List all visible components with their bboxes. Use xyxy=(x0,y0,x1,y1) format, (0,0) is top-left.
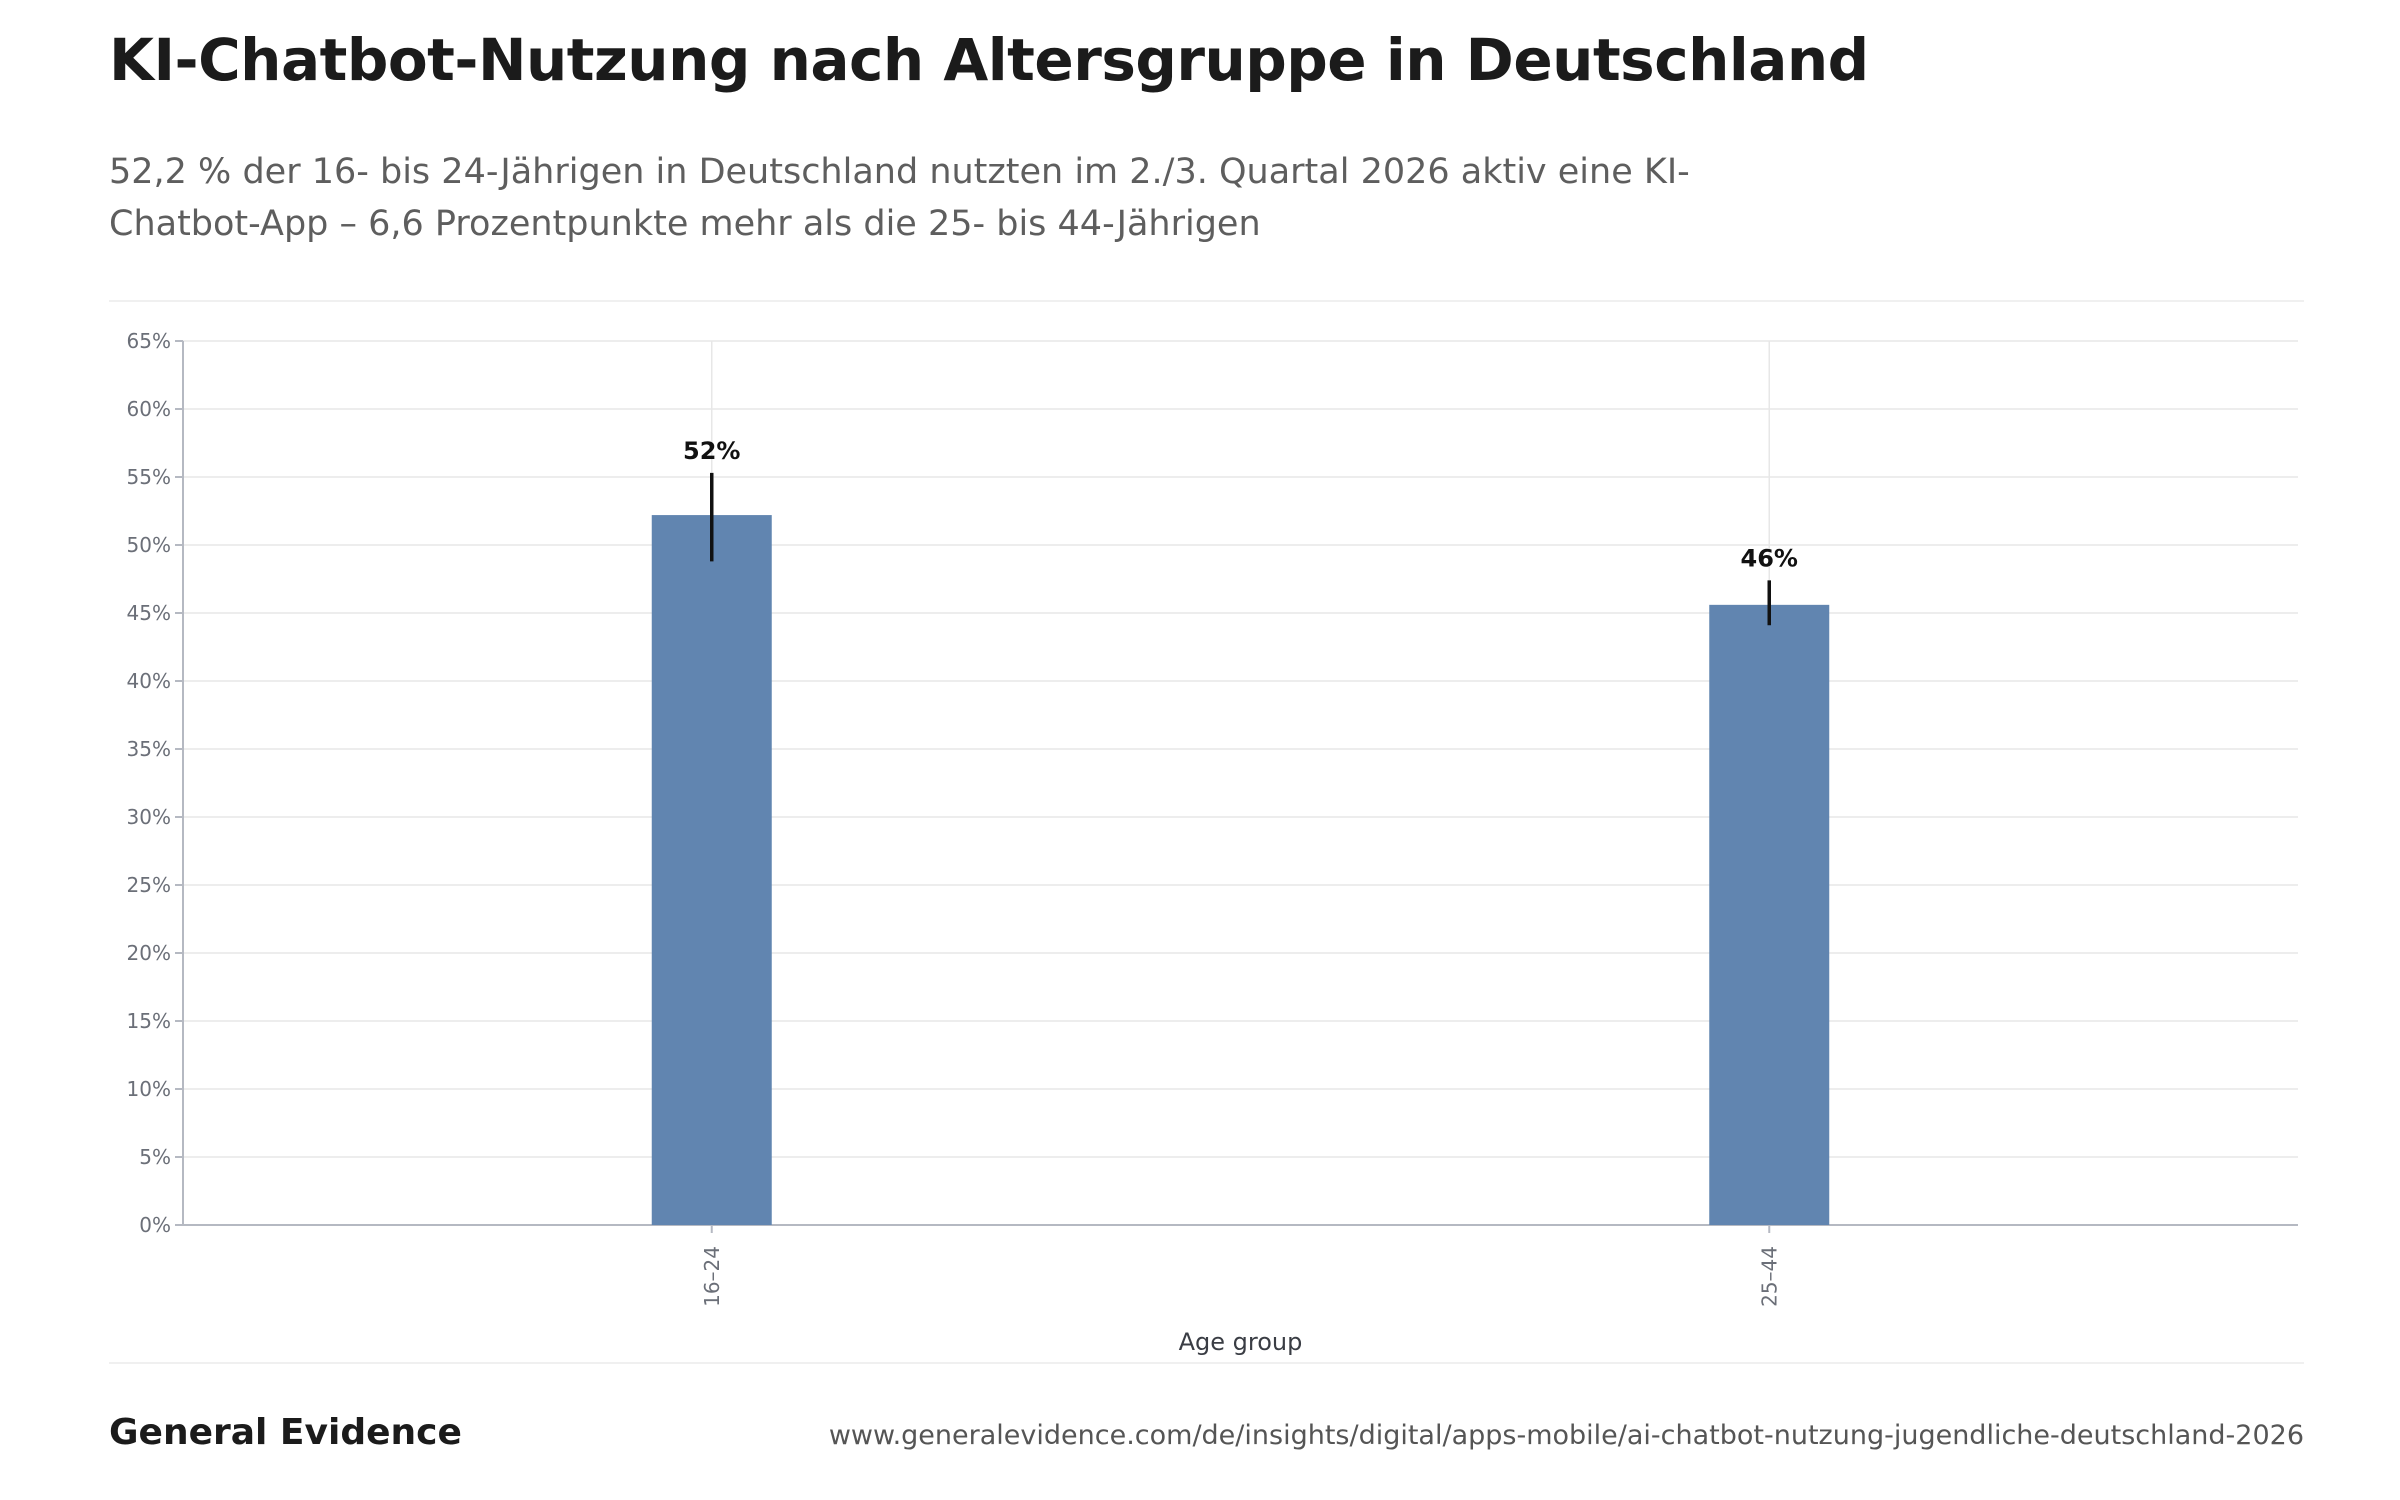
brand-name: General Evidence xyxy=(109,1412,462,1453)
y-tick-label: 35% xyxy=(127,737,171,761)
bottom-divider xyxy=(109,1362,2304,1364)
bar xyxy=(651,515,772,1225)
y-tick-label: 45% xyxy=(127,601,171,625)
data-label: 52% xyxy=(683,437,740,465)
y-tick-label: 60% xyxy=(127,397,171,421)
y-tick-label: 5% xyxy=(139,1145,171,1169)
y-tick-label: 50% xyxy=(127,533,171,557)
y-tick-label: 30% xyxy=(127,805,171,829)
chart-subtitle: 52,2 % der 16- bis 24-Jährigen in Deutsc… xyxy=(109,152,1690,244)
source-url: www.generalevidence.com/de/insights/digi… xyxy=(828,1420,2304,1451)
y-tick-label: 0% xyxy=(139,1213,171,1237)
y-tick-label: 10% xyxy=(127,1077,171,1101)
x-tick-label: 25–44 xyxy=(1757,1246,1781,1307)
chart-title: KI-Chatbot-Nutzung nach Altersgruppe in … xyxy=(109,26,1869,94)
y-tick-label: 25% xyxy=(127,873,171,897)
x-axis-title: Age group xyxy=(1179,1328,1303,1356)
bar xyxy=(1709,604,1830,1225)
top-divider xyxy=(109,300,2304,302)
y-tick-label: 15% xyxy=(127,1009,171,1033)
y-tick-label: 40% xyxy=(127,669,171,693)
data-label: 46% xyxy=(1741,544,1798,572)
y-tick-label: 55% xyxy=(127,465,171,489)
x-tick-label: 16–24 xyxy=(700,1246,724,1307)
y-tick-label: 20% xyxy=(127,941,171,965)
y-tick-label: 65% xyxy=(127,329,171,353)
